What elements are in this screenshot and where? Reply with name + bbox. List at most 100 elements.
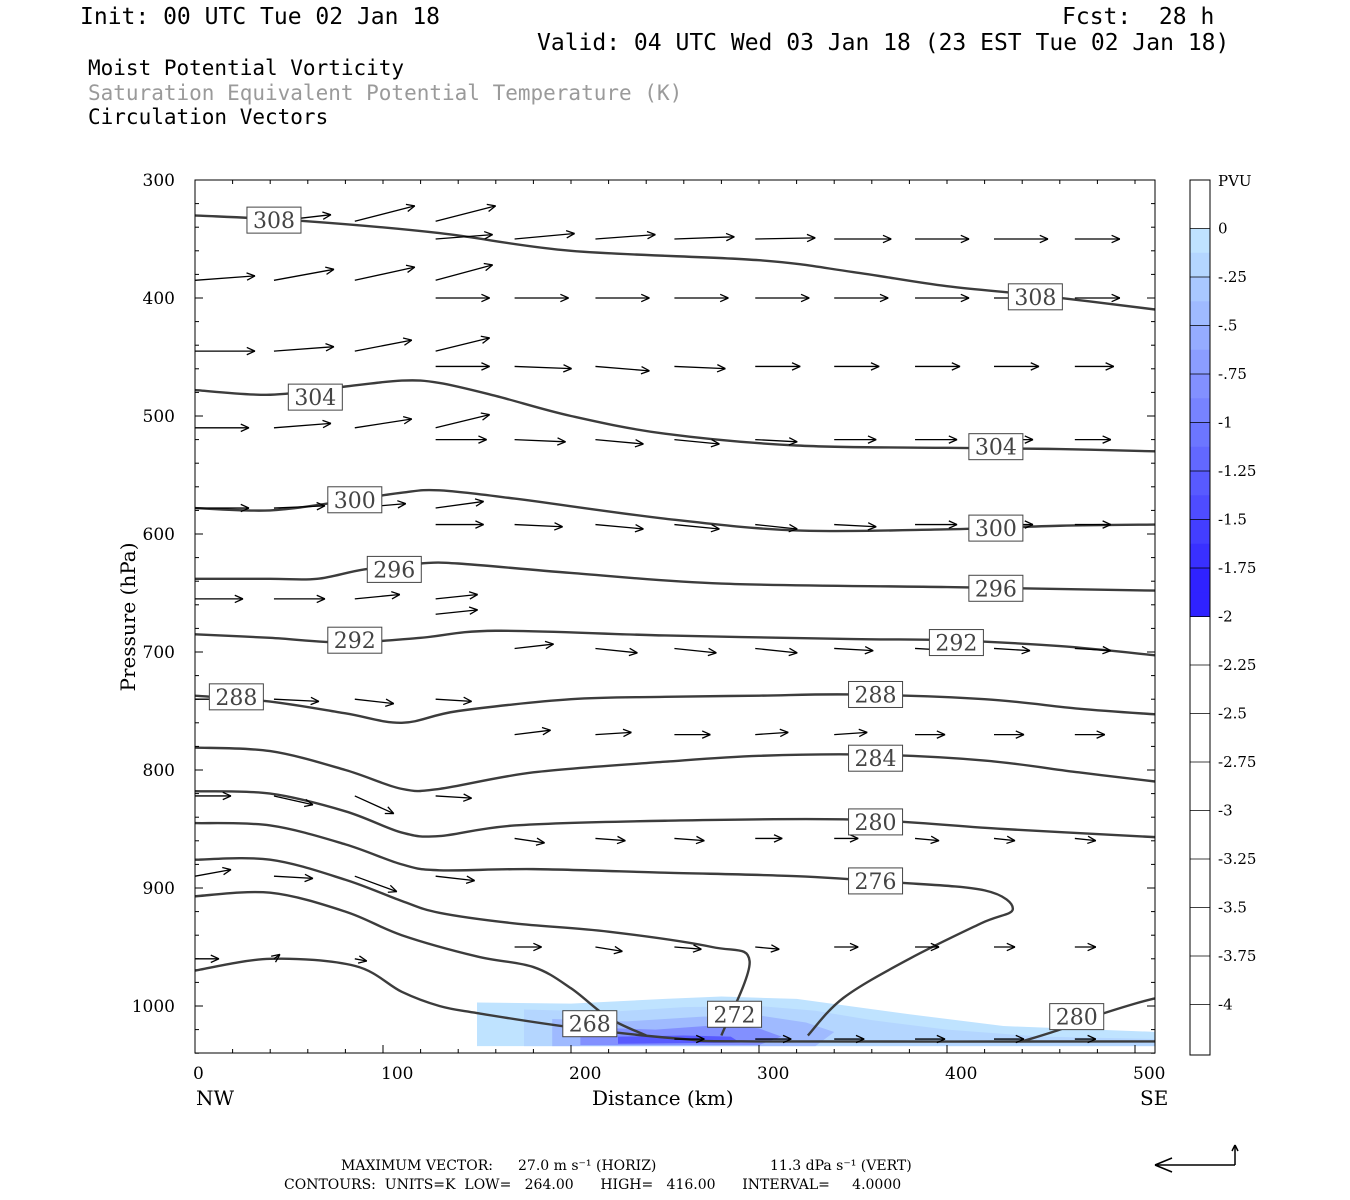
vector-head: [629, 647, 638, 654]
vector-head: [469, 593, 478, 600]
circulation-vector: [514, 640, 554, 650]
vector-head: [695, 1034, 705, 1040]
vector-head: [325, 343, 335, 348]
colorbar-segment: [1190, 301, 1210, 326]
colorbar-label: -.75: [1218, 365, 1247, 383]
vector-head: [1087, 1038, 1097, 1044]
vector-head: [788, 437, 798, 443]
vector-head: [707, 652, 717, 657]
vector-head: [475, 523, 484, 529]
vector-head: [223, 869, 232, 876]
vector-shaft: [514, 232, 575, 240]
circulation-vector: [354, 875, 398, 893]
vector-shaft: [674, 236, 735, 240]
vector-head: [234, 598, 244, 604]
circulation-vector: [834, 728, 868, 738]
vector-shaft: [354, 339, 412, 352]
colorbar-frame: [1189, 179, 1211, 1056]
vector-head: [304, 877, 314, 883]
circulation-vector: [755, 233, 816, 243]
x-end-label-left: NW: [196, 1086, 235, 1110]
max-vector-label: MAXIMUM VECTOR:: [341, 1158, 493, 1174]
vector-head: [1039, 238, 1049, 244]
circulation-vector: [674, 944, 702, 953]
colorbar-label: -2.5: [1218, 705, 1247, 723]
max-vector-vert: 11.3 dPa s⁻¹ (VERT): [770, 1158, 912, 1174]
circulation-vector: [435, 203, 497, 222]
vector-head: [387, 806, 395, 814]
vector-head: [486, 203, 496, 207]
vector-shaft: [195, 868, 232, 877]
theta-es-contour-268: [195, 890, 647, 1037]
y-tick-label: 800: [143, 761, 175, 781]
circulation-vector: [595, 647, 638, 657]
theta-es-contour-272: [195, 856, 751, 1036]
vector-head: [1111, 238, 1121, 244]
circulation-vector: [273, 419, 332, 429]
vector-head: [310, 696, 320, 702]
vector-shaft: [354, 795, 395, 815]
vector-head: [788, 441, 798, 446]
vector-head: [948, 520, 958, 526]
vector-head: [692, 948, 702, 953]
circulation-vector: [674, 835, 705, 845]
circulation-vector: [674, 523, 720, 533]
vector-head: [240, 427, 250, 433]
circulation-vector: [994, 362, 1040, 371]
vector-head: [304, 873, 314, 879]
colorbar-segment: [1190, 446, 1210, 472]
vector-head: [462, 797, 472, 802]
vector-head: [617, 835, 626, 842]
vector-head: [1087, 942, 1097, 948]
vector-head: [488, 205, 497, 213]
vector-shaft: [595, 365, 650, 372]
colorbar-segment: [1190, 543, 1210, 569]
vector-head: [806, 237, 816, 243]
field-title-pv: Moist Potential Vorticity: [88, 56, 405, 80]
vector-head: [271, 953, 281, 957]
vector-head: [1015, 734, 1025, 739]
vector-shaft: [435, 698, 472, 703]
circulation-vector: [595, 523, 644, 533]
circulation-vector: [915, 730, 946, 739]
vector-head: [613, 950, 623, 955]
vector-head: [541, 726, 551, 731]
vector-shaft: [1074, 647, 1111, 652]
contour-label-text: 272: [714, 1003, 756, 1028]
circulation-vector: [915, 362, 961, 371]
vector-head: [1102, 439, 1112, 444]
vector-head: [855, 1034, 865, 1040]
x-tick-label: 0: [193, 1064, 204, 1084]
vector-head: [1096, 730, 1106, 736]
circulation-vector: [915, 435, 958, 444]
ref-head: [1231, 1144, 1236, 1152]
contour-label: 288: [208, 683, 264, 711]
vector-head: [322, 422, 332, 429]
contour-label: 284: [848, 744, 904, 772]
vector-head: [322, 419, 332, 425]
vector-head: [222, 866, 232, 871]
contour-label: 280: [848, 808, 904, 836]
vector-head: [930, 946, 940, 952]
vector-head: [800, 297, 810, 303]
vector-shaft: [435, 264, 493, 281]
vector-head: [614, 945, 623, 952]
vector-shaft: [273, 698, 319, 703]
circulation-vector: [755, 647, 798, 657]
vector-head: [948, 439, 958, 444]
vector-head: [770, 948, 780, 953]
vector-head: [1111, 293, 1121, 299]
x-tick-label: 400: [945, 1064, 977, 1084]
vector-head: [717, 364, 726, 370]
contour-label-text: 280: [855, 811, 897, 836]
circulation-vector: [514, 726, 551, 736]
vector-head: [481, 362, 490, 368]
circulation-vector: [595, 230, 656, 240]
x-tick-label: 300: [757, 1064, 789, 1084]
y-tick-label: 1000: [132, 997, 175, 1017]
circulation-vector: [514, 293, 569, 303]
vector-shaft: [755, 237, 816, 240]
vector-shaft: [755, 438, 798, 443]
vector-head: [316, 501, 326, 507]
circulation-vector: [595, 945, 623, 955]
